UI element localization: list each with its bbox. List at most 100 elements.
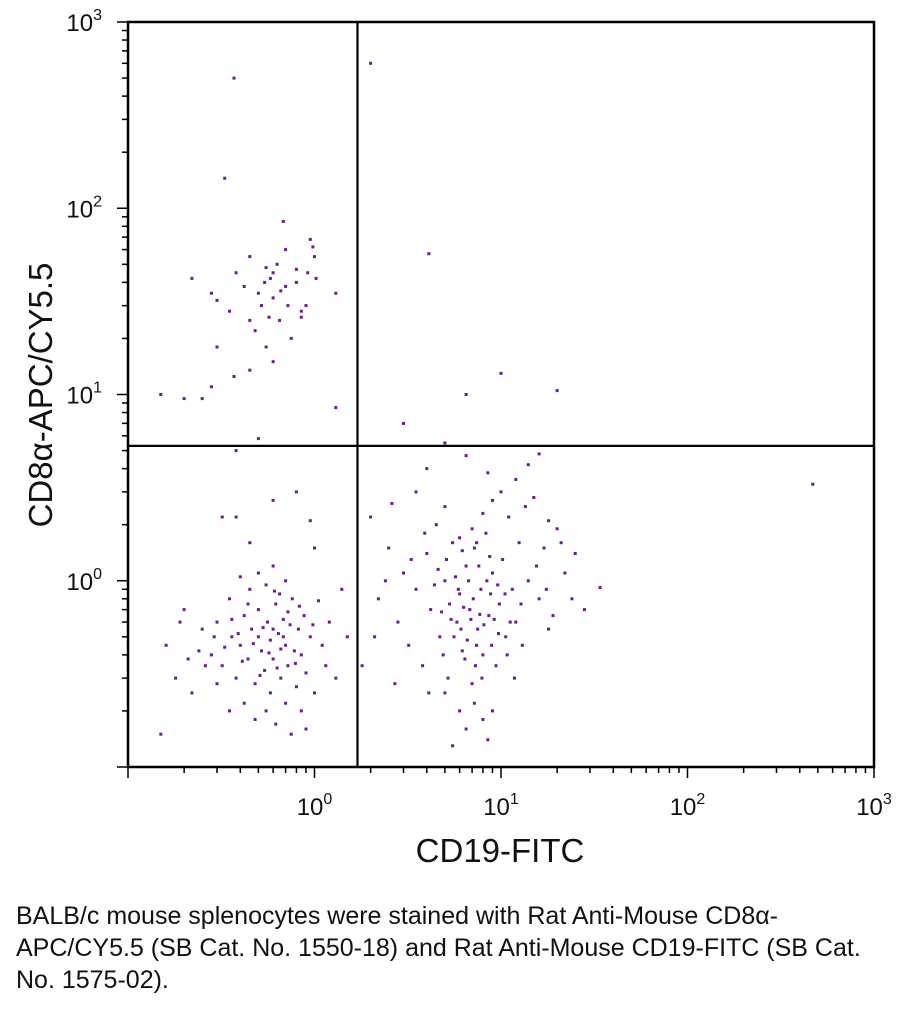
data-point	[264, 345, 268, 349]
data-point	[559, 541, 563, 545]
data-point	[526, 463, 530, 467]
data-point	[535, 564, 538, 568]
data-point	[448, 602, 452, 606]
data-point	[261, 626, 265, 630]
data-point	[542, 546, 546, 550]
data-point	[582, 608, 586, 612]
data-point	[271, 296, 275, 300]
y-axis-title: CD8α-APC/CY5.5	[22, 263, 59, 528]
data-point	[267, 651, 271, 655]
data-point	[253, 718, 257, 721]
data-point	[278, 318, 282, 322]
data-point	[334, 676, 338, 680]
data-point	[446, 676, 450, 680]
data-point	[570, 597, 574, 601]
data-point	[256, 635, 260, 639]
data-point	[517, 541, 521, 545]
data-point	[360, 664, 364, 668]
data-point	[455, 620, 459, 624]
data-point	[256, 437, 260, 441]
data-point	[514, 477, 518, 481]
data-point	[501, 558, 505, 561]
data-point	[260, 304, 263, 308]
data-point	[182, 608, 186, 612]
data-point	[407, 643, 411, 647]
data-point	[470, 527, 474, 531]
y-axis: 100 101 102 103	[66, 7, 128, 768]
data-point	[458, 592, 462, 596]
data-point	[480, 676, 484, 680]
data-point	[464, 564, 468, 568]
data-point	[200, 627, 204, 631]
data-point	[458, 536, 462, 540]
data-point	[292, 649, 296, 653]
data-point	[289, 336, 293, 340]
data-point	[491, 709, 494, 713]
data-point	[532, 496, 536, 499]
data-point	[464, 393, 468, 396]
data-point	[234, 515, 238, 519]
data-point	[482, 623, 486, 627]
data-point	[253, 329, 257, 333]
data-point	[452, 635, 456, 639]
x-axis-title: CD19-FITC	[416, 832, 585, 869]
data-point	[402, 421, 405, 425]
data-point	[281, 617, 285, 621]
x-tick-label: 101	[483, 791, 519, 821]
data-point	[279, 647, 283, 651]
data-point	[492, 617, 496, 621]
data-point	[512, 676, 516, 680]
data-point	[215, 345, 219, 349]
data-point	[563, 571, 567, 575]
data-point	[396, 620, 400, 624]
data-point	[159, 732, 163, 736]
data-point	[311, 245, 315, 249]
data-point	[551, 614, 555, 618]
data-point	[451, 744, 455, 748]
data-point	[268, 691, 272, 695]
data-point	[215, 682, 219, 686]
data-point	[402, 571, 405, 575]
data-point	[263, 280, 267, 284]
data-point	[297, 604, 301, 608]
flow-cytometry-chart: 100 101 102 103 100 101 102 103 CD19-FITC CD8α…	[22, 7, 892, 869]
data-point	[537, 452, 541, 456]
data-point	[443, 691, 447, 695]
data-point	[253, 682, 257, 686]
data-point	[286, 304, 290, 308]
data-point	[387, 546, 391, 550]
data-point	[573, 552, 577, 555]
data-point	[256, 291, 260, 295]
data-point	[520, 643, 524, 647]
data-point	[228, 597, 231, 601]
data-point	[236, 632, 240, 636]
plot-area: 100 101 102 103 100 101 102 103	[66, 7, 892, 821]
data-point	[497, 602, 501, 606]
data-point	[468, 608, 472, 612]
data-point	[479, 587, 483, 591]
data-point	[472, 546, 476, 550]
data-point	[317, 599, 320, 603]
data-point	[271, 360, 275, 364]
data-point	[449, 617, 453, 621]
data-point	[294, 685, 298, 689]
data-point	[197, 649, 201, 653]
data-point	[284, 579, 288, 583]
data-point	[475, 643, 479, 647]
data-point	[174, 676, 178, 680]
data-point	[334, 406, 338, 410]
data-point	[234, 449, 238, 453]
plot-frame	[126, 20, 876, 769]
data-point	[425, 552, 429, 555]
data-point	[238, 643, 242, 647]
data-point	[271, 498, 275, 502]
data-point	[293, 661, 297, 665]
data-point	[421, 664, 425, 668]
data-point	[436, 567, 440, 571]
quadrant-gate	[128, 22, 874, 767]
data-point	[334, 291, 338, 295]
data-point	[304, 304, 308, 308]
data-point	[476, 627, 480, 631]
data-point	[212, 635, 216, 639]
data-point	[308, 237, 312, 241]
